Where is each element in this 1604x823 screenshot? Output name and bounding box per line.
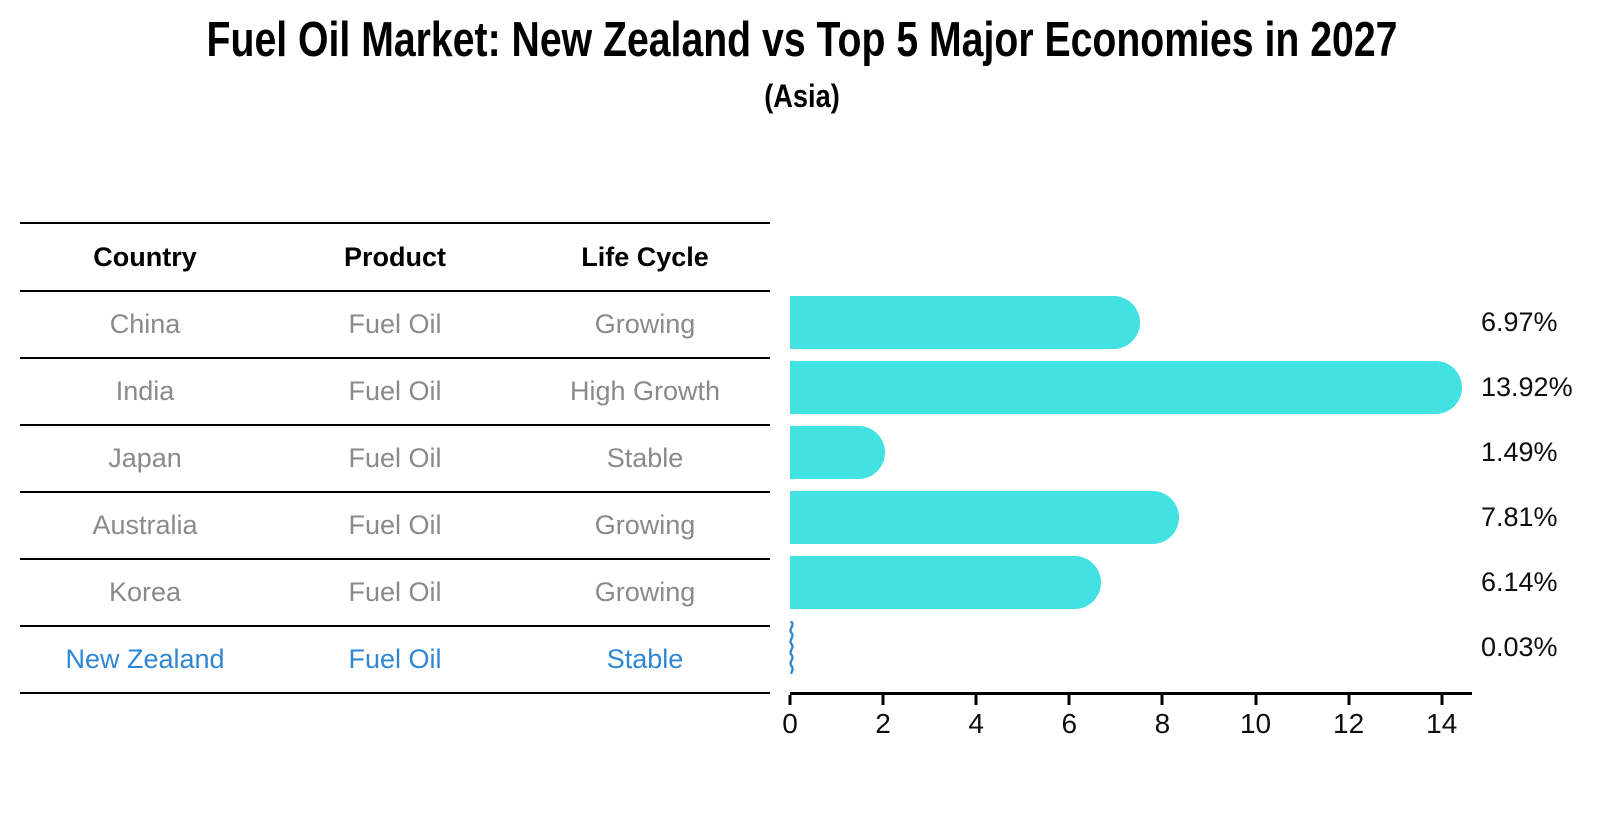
- tick-mark: [974, 695, 978, 705]
- chart-title: Fuel Oil Market: New Zealand vs Top 5 Ma…: [206, 13, 1398, 67]
- bar-china: [790, 296, 1140, 349]
- cell-country: China: [109, 309, 181, 339]
- cell-country: Australia: [92, 510, 198, 540]
- cell-product: Fuel Oil: [348, 309, 442, 339]
- bar-value-label: 13.92%: [1481, 372, 1573, 402]
- x-tick-label: 4: [968, 708, 984, 739]
- x-tick-label: 12: [1333, 708, 1365, 739]
- table-row: Japan Fuel Oil Stable: [20, 426, 770, 493]
- x-tick-label: 6: [1061, 708, 1078, 739]
- table-header-row: Country Product Life Cycle: [20, 224, 770, 292]
- tick-mark: [881, 695, 885, 705]
- cell-country: New Zealand: [65, 644, 225, 674]
- table-row: Australia Fuel Oil Growing: [20, 493, 770, 560]
- tick-mark: [1067, 695, 1071, 705]
- x-tick-label: 2: [875, 708, 891, 739]
- table-row: India Fuel Oil High Growth: [20, 359, 770, 426]
- x-tick-label: 0: [782, 708, 798, 739]
- tick-mark: [788, 695, 792, 705]
- cell-country: India: [115, 376, 175, 406]
- cell-life-cycle: Stable: [606, 644, 684, 674]
- bar-value-label: 6.97%: [1481, 307, 1558, 337]
- tick-mark: [1254, 695, 1258, 705]
- bar-value-label: 6.14%: [1481, 567, 1558, 597]
- bar-india: [790, 361, 1463, 414]
- bar-value-label: 0.03%: [1481, 632, 1558, 662]
- bar-australia: [790, 491, 1179, 544]
- table-row: Korea Fuel Oil Growing: [20, 560, 770, 627]
- tick-mark: [1440, 695, 1444, 705]
- cell-product: Fuel Oil: [348, 510, 442, 540]
- bar-value-label: 1.49%: [1481, 437, 1558, 467]
- cell-life-cycle: High Growth: [569, 376, 721, 406]
- cell-product: Fuel Oil: [348, 443, 442, 473]
- tick-mark: [1347, 695, 1351, 705]
- column-header-life-cycle: Life Cycle: [581, 242, 709, 272]
- cell-life-cycle: Growing: [594, 510, 696, 540]
- column-header-product: Product: [343, 242, 446, 272]
- chart-subtitle: (Asia): [764, 78, 840, 114]
- cell-product: Fuel Oil: [348, 376, 442, 406]
- column-header-country: Country: [93, 242, 197, 272]
- x-tick-label: 8: [1154, 708, 1171, 739]
- x-tick-label: 14: [1426, 708, 1458, 739]
- cell-life-cycle: Stable: [606, 443, 684, 473]
- cell-life-cycle: Growing: [594, 577, 696, 607]
- table-row: China Fuel Oil Growing: [20, 292, 770, 359]
- value-label-column: 6.97% 13.92% 1.49% 7.81% 6.14% 0.03%: [1481, 290, 1603, 680]
- tick-mark: [1160, 695, 1164, 705]
- market-table: Country Product Life Cycle China Fuel Oi…: [20, 222, 770, 694]
- table-row-new-zealand: New Zealand Fuel Oil Stable: [20, 627, 770, 694]
- x-tick-label: 10: [1239, 708, 1272, 739]
- bar-value-label: 7.81%: [1481, 502, 1558, 532]
- cell-product: Fuel Oil: [348, 644, 442, 674]
- cell-country: Japan: [108, 443, 182, 473]
- cell-product: Fuel Oil: [348, 577, 442, 607]
- bar-chart: [789, 290, 1470, 680]
- cell-country: Korea: [108, 577, 182, 607]
- bar-japan: [790, 426, 886, 479]
- cell-life-cycle: Growing: [594, 309, 696, 339]
- bar-new-zealand-zero-marker: [789, 621, 794, 674]
- bar-korea: [790, 556, 1101, 609]
- x-axis: 0 2 4 6 8 10 12 14: [782, 692, 1472, 739]
